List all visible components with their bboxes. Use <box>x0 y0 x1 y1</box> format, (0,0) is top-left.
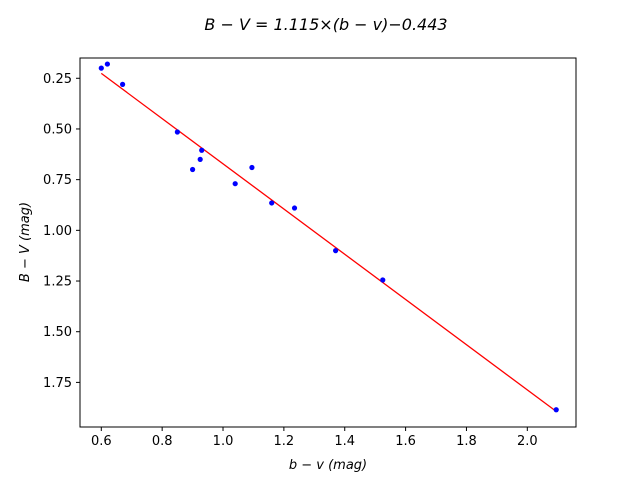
x-tick-label: 0.6 <box>91 434 112 449</box>
y-tick-label: 1.75 <box>43 376 72 391</box>
data-point <box>104 61 110 67</box>
data-point <box>553 407 559 413</box>
x-tick-label: 1.0 <box>213 434 234 449</box>
data-point <box>249 164 255 171</box>
chart-title: B − V = 1.115×(b − v)−0.443 <box>204 15 447 34</box>
x-tick-label: 1.8 <box>456 434 477 449</box>
data-point <box>98 65 104 71</box>
x-tick-label: 1.4 <box>334 434 355 449</box>
x-tick-label: 0.8 <box>152 434 173 449</box>
plot-area <box>79 57 577 428</box>
data-point <box>174 129 180 135</box>
data-point <box>199 147 205 153</box>
data-point <box>333 248 339 254</box>
y-tick-label: 0.25 <box>43 72 72 87</box>
x-axis-label: b − v (mag) <box>289 458 367 473</box>
data-point <box>120 81 126 87</box>
data-point <box>197 156 203 162</box>
x-tick-label: 1.2 <box>274 434 295 449</box>
data-point <box>380 277 386 283</box>
data-point <box>291 205 298 211</box>
y-tick-label: 0.75 <box>43 173 72 188</box>
y-axis-label: B − V (mag) <box>18 202 33 282</box>
y-tick-label: 1.00 <box>43 224 72 239</box>
fit-line-layer <box>100 72 557 412</box>
x-tick-label: 2.0 <box>517 434 538 449</box>
y-tick-label: 0.50 <box>43 122 72 137</box>
y-axis: 0.25 0.50 0.75 1.00 1.25 1.50 1.75 <box>43 72 80 391</box>
y-tick-label: 1.25 <box>43 275 72 290</box>
x-tick-label: 1.6 <box>395 434 416 449</box>
data-point <box>189 166 196 173</box>
y-tick-label: 1.50 <box>43 325 72 340</box>
data-point <box>232 181 238 187</box>
fit-line <box>100 72 557 412</box>
plot-frame <box>79 57 577 428</box>
points-layer <box>98 61 559 413</box>
x-axis: 0.6 0.8 1.0 1.2 1.4 1.6 1.8 2.0 <box>91 427 538 449</box>
data-point <box>269 200 275 206</box>
